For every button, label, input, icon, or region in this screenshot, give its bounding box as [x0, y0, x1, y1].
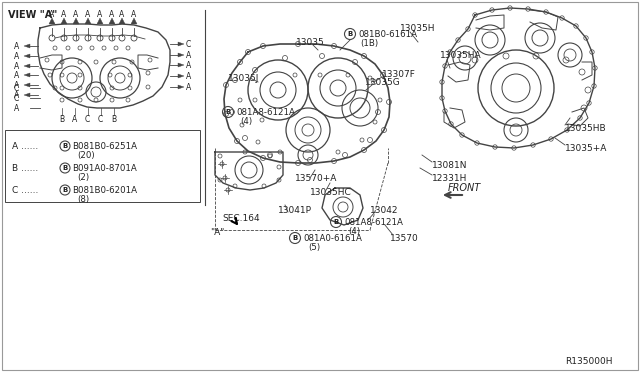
Text: A ......: A ......	[12, 141, 38, 151]
Text: C: C	[98, 115, 103, 124]
Text: A: A	[97, 10, 102, 19]
Text: 13042: 13042	[370, 205, 399, 215]
Text: A: A	[73, 10, 78, 19]
Text: B ......: B ......	[12, 164, 38, 173]
Text: A: A	[14, 103, 19, 112]
Text: 13035HA: 13035HA	[440, 51, 482, 60]
Text: B: B	[348, 31, 353, 37]
Text: "A": "A"	[210, 228, 225, 237]
Text: A: A	[186, 61, 191, 70]
Polygon shape	[178, 63, 184, 67]
Polygon shape	[85, 18, 91, 24]
Text: 12331H: 12331H	[432, 173, 467, 183]
Text: A: A	[186, 83, 191, 92]
Text: B081B0-6251A: B081B0-6251A	[72, 141, 137, 151]
Polygon shape	[109, 18, 115, 24]
Text: 13307F: 13307F	[382, 70, 416, 78]
Polygon shape	[24, 73, 30, 77]
Text: A: A	[14, 42, 19, 51]
Text: 13570: 13570	[390, 234, 419, 243]
Text: 13035H: 13035H	[400, 23, 435, 32]
Text: (4): (4)	[348, 227, 360, 235]
Text: 081A8-6121A: 081A8-6121A	[236, 108, 295, 116]
Text: VIEW "A": VIEW "A"	[8, 10, 57, 20]
Text: 13035: 13035	[296, 38, 324, 46]
Text: A: A	[131, 10, 136, 19]
Text: 13041P: 13041P	[278, 205, 312, 215]
Text: B: B	[59, 115, 64, 124]
Text: 081B0-6161A: 081B0-6161A	[358, 29, 417, 38]
Text: SEC.164: SEC.164	[222, 214, 260, 222]
Polygon shape	[178, 53, 184, 57]
Text: 13081N: 13081N	[432, 160, 467, 170]
Text: (4): (4)	[240, 116, 252, 125]
Text: A: A	[109, 10, 115, 19]
Polygon shape	[178, 74, 184, 78]
Polygon shape	[131, 18, 137, 24]
Text: 081A8-6121A: 081A8-6121A	[344, 218, 403, 227]
Text: A: A	[61, 10, 67, 19]
Text: C: C	[186, 39, 191, 48]
Text: A: A	[14, 61, 19, 71]
Text: A: A	[72, 115, 77, 124]
Polygon shape	[178, 85, 184, 89]
Text: B: B	[111, 115, 116, 124]
Text: R135000H: R135000H	[565, 357, 612, 366]
Text: (8): (8)	[77, 195, 89, 203]
Text: A: A	[49, 10, 54, 19]
Polygon shape	[119, 18, 125, 24]
Text: C: C	[14, 83, 19, 93]
Text: (20): (20)	[77, 151, 95, 160]
Text: A: A	[186, 51, 191, 60]
Text: (1B): (1B)	[360, 38, 378, 48]
Text: B: B	[62, 143, 68, 149]
Text: 13035HB: 13035HB	[565, 124, 607, 132]
Text: A: A	[14, 90, 19, 99]
Text: B: B	[292, 235, 298, 241]
Text: 13035+A: 13035+A	[565, 144, 607, 153]
Text: 13035J: 13035J	[228, 74, 259, 83]
Polygon shape	[61, 18, 67, 24]
Polygon shape	[49, 18, 55, 24]
Text: B081B0-6201A: B081B0-6201A	[72, 186, 137, 195]
Polygon shape	[24, 44, 30, 48]
Text: 13035G: 13035G	[365, 77, 401, 87]
Text: B: B	[62, 165, 68, 171]
Text: B: B	[225, 109, 230, 115]
Bar	[5, 130, 200, 202]
Polygon shape	[24, 64, 30, 68]
Text: FRONT: FRONT	[448, 183, 481, 193]
Text: 081A0-6161A: 081A0-6161A	[303, 234, 362, 243]
Text: (2): (2)	[77, 173, 89, 182]
Polygon shape	[178, 42, 184, 46]
Polygon shape	[24, 54, 30, 58]
Text: A: A	[119, 10, 124, 19]
Text: C: C	[14, 93, 19, 103]
Text: A: A	[186, 71, 191, 80]
Text: C: C	[85, 115, 90, 124]
Polygon shape	[73, 18, 79, 24]
Polygon shape	[24, 93, 30, 97]
Text: A: A	[14, 71, 19, 80]
Text: B091A0-8701A: B091A0-8701A	[72, 164, 137, 173]
Text: (5): (5)	[308, 243, 320, 251]
Polygon shape	[24, 83, 30, 87]
Text: 13035HC: 13035HC	[310, 187, 352, 196]
Text: A: A	[14, 80, 19, 90]
Text: C ......: C ......	[12, 186, 38, 195]
Text: 13570+A: 13570+A	[295, 173, 337, 183]
Polygon shape	[97, 18, 103, 24]
Text: A: A	[85, 10, 90, 19]
Text: B: B	[333, 219, 339, 225]
Text: B: B	[62, 187, 68, 193]
Text: A: A	[14, 51, 19, 61]
